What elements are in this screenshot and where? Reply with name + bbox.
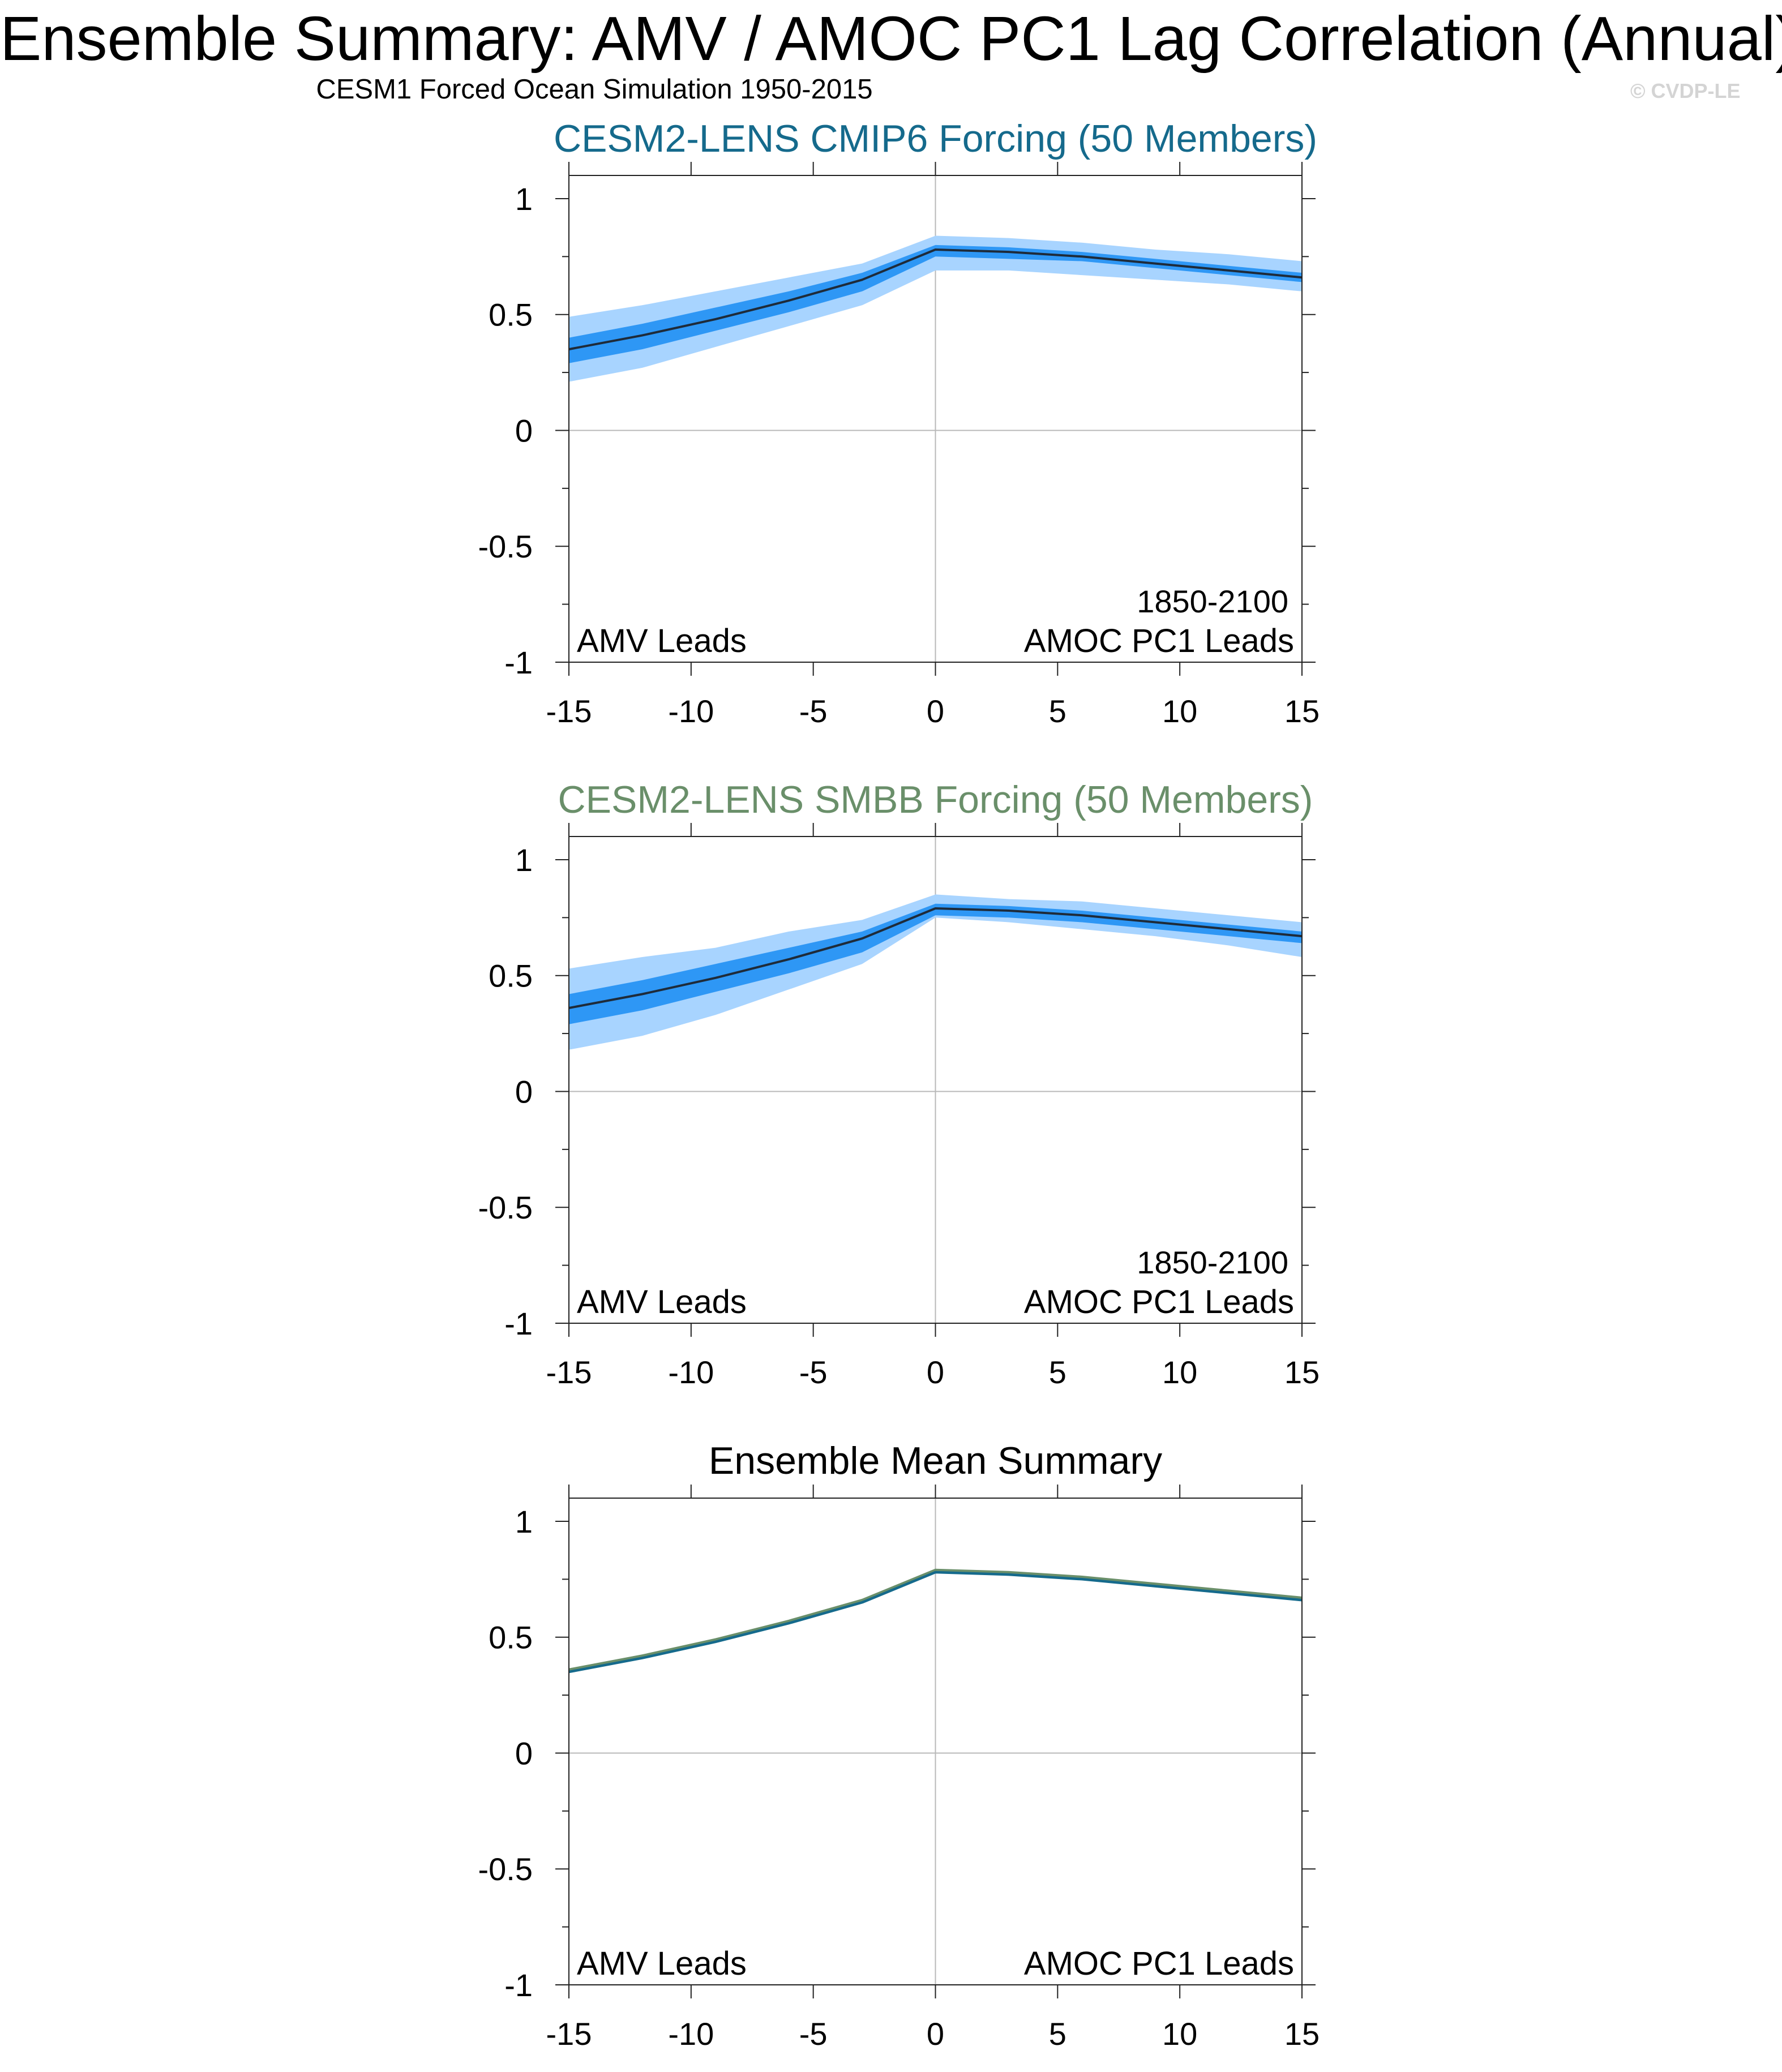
y-tick-label: 0 bbox=[515, 1074, 533, 1109]
y-tick-label: 1 bbox=[515, 1504, 533, 1539]
y-tick-label: -1 bbox=[504, 1967, 533, 2003]
x-tick-label: 10 bbox=[1162, 693, 1197, 729]
y-tick-label: -0.5 bbox=[478, 1851, 533, 1887]
y-tick-label: 1 bbox=[515, 842, 533, 878]
x-tick-label: -10 bbox=[668, 2016, 714, 2052]
chart-title: CESM2-LENS CMIP6 Forcing (50 Members) bbox=[554, 117, 1317, 160]
ensemble-mean-line bbox=[568, 907, 1303, 1009]
chart-panel-1: CESM2-LENS CMIP6 Forcing (50 Members) 1 0.… bbox=[478, 117, 1320, 729]
x-tick-label: -15 bbox=[546, 693, 592, 729]
series-line-1 bbox=[568, 1568, 1303, 1671]
x-tick-label: 5 bbox=[1049, 1354, 1066, 1390]
x-tick-label: 5 bbox=[1049, 2016, 1066, 2052]
interquartile-band bbox=[569, 903, 1302, 1024]
y-tick-label: 0 bbox=[515, 413, 533, 448]
y-tick-label: 0 bbox=[515, 1735, 533, 1771]
x-tick-label: 15 bbox=[1284, 2016, 1320, 2052]
x-tick-label: -5 bbox=[799, 693, 828, 729]
x-tick-label: 15 bbox=[1284, 693, 1320, 729]
copyright-label: © CVDP-LE bbox=[1630, 79, 1741, 102]
annotation-right: AMOC PC1 Leads bbox=[1024, 1284, 1294, 1320]
chart-title: CESM2-LENS SMBB Forcing (50 Members) bbox=[558, 778, 1313, 821]
chart-title: Ensemble Mean Summary bbox=[709, 1439, 1162, 1482]
x-tick-label: 0 bbox=[927, 2016, 944, 2052]
x-tick-label: 0 bbox=[927, 693, 944, 729]
annotation-period: 1850-2100 bbox=[1137, 1245, 1288, 1280]
annotation-left: AMV Leads bbox=[577, 1945, 747, 1982]
x-tick-label: -15 bbox=[546, 1354, 592, 1390]
x-tick-label: 10 bbox=[1162, 2016, 1197, 2052]
ensemble-mean-line bbox=[568, 248, 1303, 351]
ensemble-range-band bbox=[569, 235, 1302, 382]
x-tick-label: 0 bbox=[927, 1354, 944, 1390]
x-tick-label: -5 bbox=[799, 2016, 828, 2052]
x-tick-label: -10 bbox=[668, 693, 714, 729]
y-tick-label: 1 bbox=[515, 181, 533, 217]
x-tick-label: 10 bbox=[1162, 1354, 1197, 1390]
annotation-left: AMV Leads bbox=[577, 1284, 747, 1320]
y-tick-label: 0.5 bbox=[489, 297, 533, 333]
y-tick-label: -1 bbox=[504, 1306, 533, 1341]
y-tick-label: -1 bbox=[504, 645, 533, 680]
chart-panel-2: CESM2-LENS SMBB Forcing (50 Members) 1 0.5… bbox=[478, 778, 1320, 1390]
annotation-left: AMV Leads bbox=[577, 623, 747, 659]
y-tick-label: -0.5 bbox=[478, 1190, 533, 1225]
chart-panel-3: Ensemble Mean Summary 1 0.5 0 -0.5 -1 -15 -10 -5… bbox=[478, 1439, 1320, 2052]
x-tick-label: 5 bbox=[1049, 693, 1066, 729]
figure-title: Ensemble Summary: AMV / AMOC PC1 Lag Cor… bbox=[0, 4, 1782, 74]
x-tick-label: 15 bbox=[1284, 1354, 1320, 1390]
annotation-period: 1850-2100 bbox=[1137, 584, 1288, 619]
y-tick-label: 0.5 bbox=[489, 1620, 533, 1655]
y-tick-label: -0.5 bbox=[478, 529, 533, 564]
annotation-right: AMOC PC1 Leads bbox=[1024, 623, 1294, 659]
series-line-2 bbox=[568, 1571, 1303, 1674]
x-tick-label: -15 bbox=[546, 2016, 592, 2052]
y-tick-label: 0.5 bbox=[489, 958, 533, 994]
annotation-right: AMOC PC1 Leads bbox=[1024, 1945, 1294, 1982]
x-tick-label: -10 bbox=[668, 1354, 714, 1390]
figure-subtitle: CESM1 Forced Ocean Simulation 1950-2015 bbox=[316, 74, 873, 105]
x-tick-label: -5 bbox=[799, 1354, 828, 1390]
